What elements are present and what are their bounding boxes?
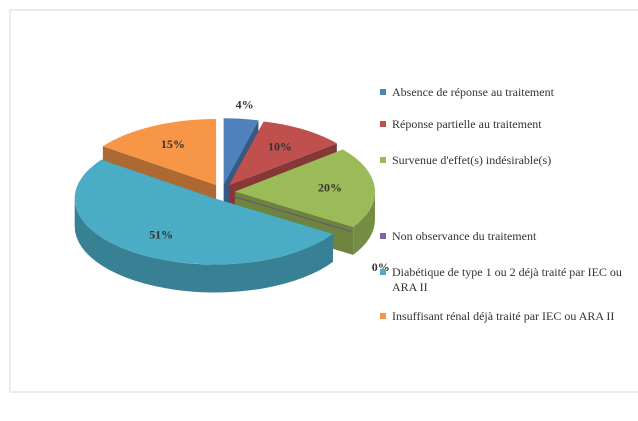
- legend-label: Absence de réponse au traitement: [392, 85, 554, 99]
- slice: [102, 119, 217, 186]
- legend-swatch: [380, 121, 386, 127]
- slice-side: [353, 191, 375, 255]
- legend-item: Réponse partielle au traitement: [380, 117, 632, 132]
- legend-label: Insuffisant rénal déjà traité par IEC ou…: [392, 309, 615, 323]
- legend-item: Survenue d'effet(s) indésirable(s): [380, 153, 632, 168]
- slice: [74, 159, 333, 265]
- legend-label: Survenue d'effet(s) indésirable(s): [392, 153, 552, 167]
- legend-label: Diabétique de type 1 ou 2 déjà traité pa…: [392, 265, 622, 294]
- legend-label: Non observance du traitement: [392, 229, 537, 243]
- legend-swatch: [380, 157, 386, 163]
- legend-item: Diabétique de type 1 ou 2 déjà traité pa…: [380, 265, 632, 295]
- legend-swatch: [380, 89, 386, 95]
- slice-side: [74, 198, 333, 293]
- data-label: 51%: [149, 227, 173, 241]
- legend-swatch: [380, 233, 386, 239]
- data-label: 20%: [318, 180, 342, 194]
- data-label: 10%: [268, 139, 292, 153]
- slice: [234, 149, 375, 227]
- slice: [228, 121, 337, 186]
- slice: [223, 118, 259, 185]
- legend-label: Réponse partielle au traitement: [392, 117, 542, 131]
- legend-item: Non observance du traitement: [380, 229, 632, 244]
- data-label: 4%: [236, 97, 254, 111]
- legend-item: Absence de réponse au traitement: [380, 85, 632, 100]
- slice: [232, 195, 352, 233]
- legend-item: Insuffisant rénal déjà traité par IEC ou…: [380, 309, 632, 324]
- legend-swatch: [380, 269, 386, 275]
- data-label: 15%: [161, 137, 185, 151]
- legend-swatch: [380, 313, 386, 319]
